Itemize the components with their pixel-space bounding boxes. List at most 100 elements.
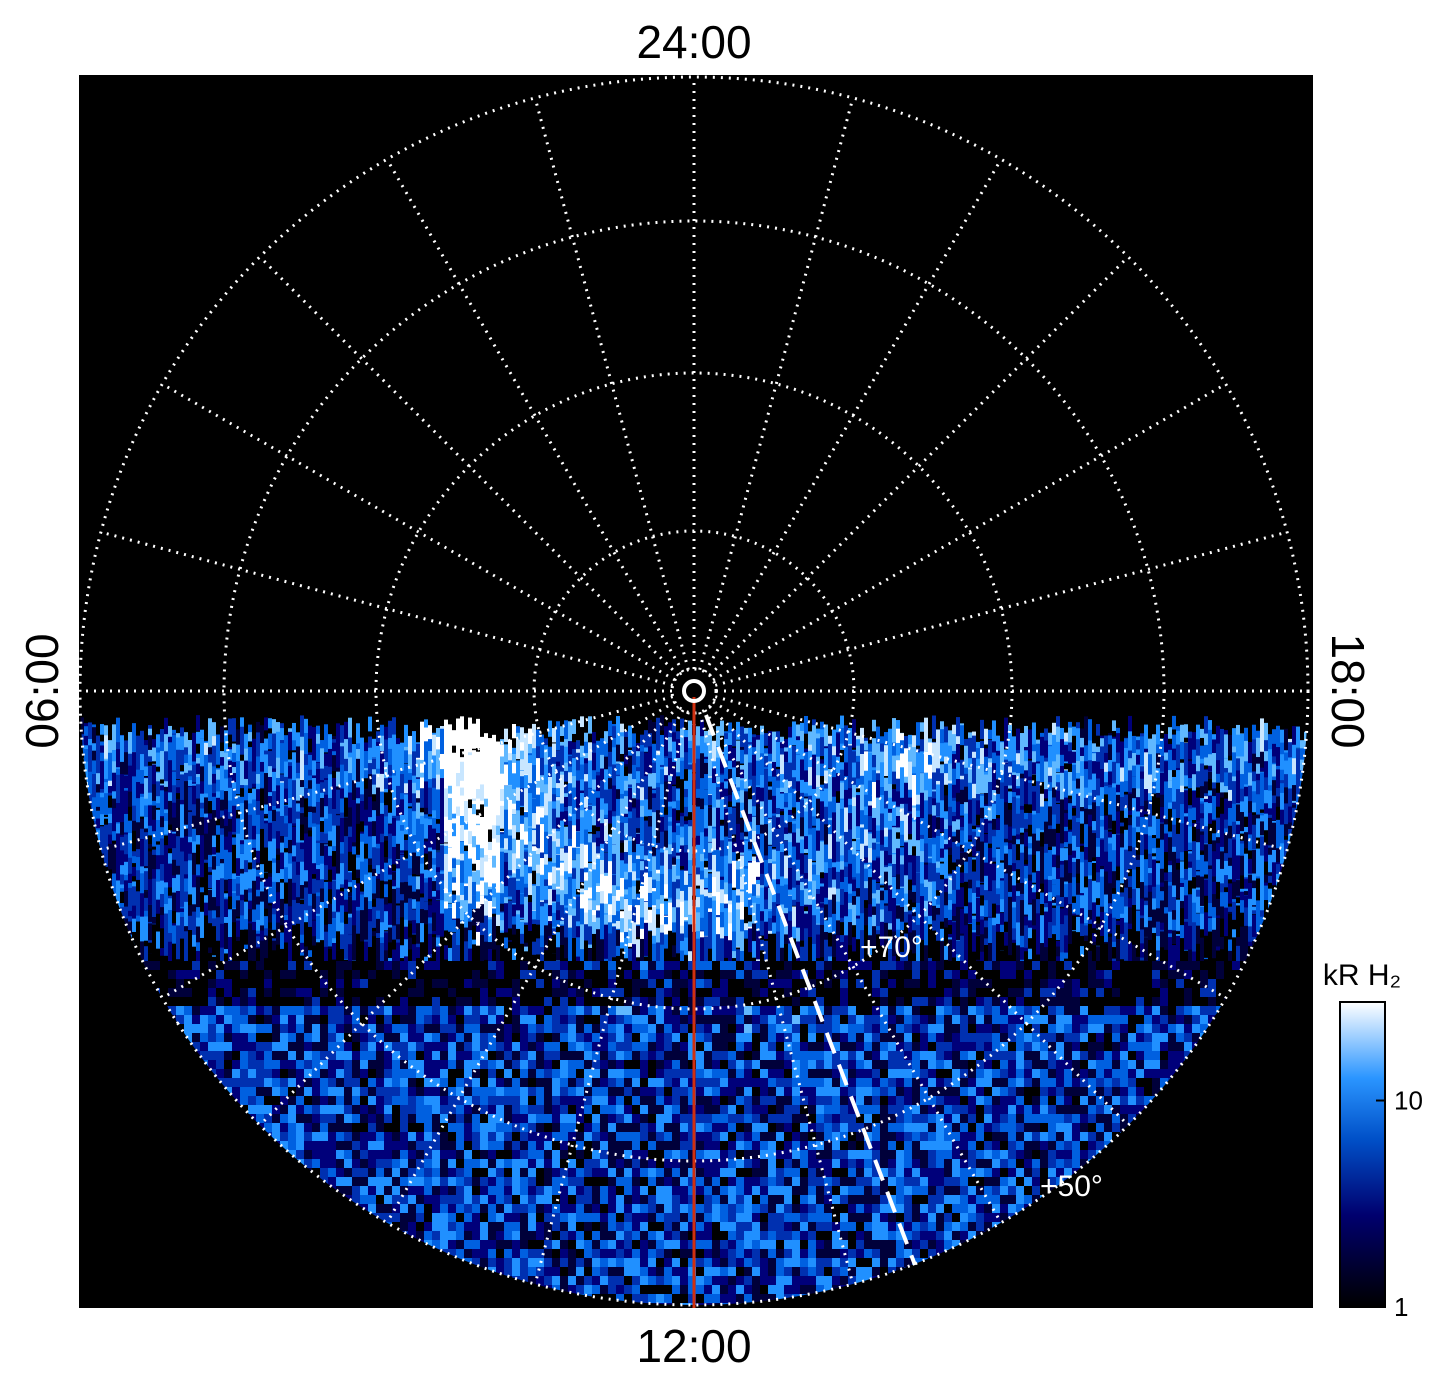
emission-pixel bbox=[984, 756, 988, 785]
emission-pixel bbox=[912, 855, 916, 884]
emission-pixel bbox=[1024, 832, 1028, 847]
emission-pixel bbox=[1032, 722, 1036, 752]
emission-pixel bbox=[1204, 802, 1208, 819]
emission-pixel bbox=[356, 758, 360, 788]
emission-pixel bbox=[1056, 803, 1060, 824]
emission-pixel bbox=[628, 840, 632, 856]
emission-pixel bbox=[1296, 753, 1300, 775]
emission-pixel bbox=[360, 771, 364, 802]
emission-pixel bbox=[640, 761, 644, 789]
emission-pixel bbox=[464, 860, 468, 886]
emission-pixel bbox=[524, 864, 528, 885]
emission-pixel bbox=[1084, 768, 1088, 805]
emission-pixel bbox=[656, 717, 660, 751]
emission-pixel bbox=[476, 733, 480, 749]
emission-pixel bbox=[292, 845, 296, 857]
emission-pixel bbox=[268, 860, 272, 874]
emission-pixel bbox=[1140, 736, 1144, 766]
emission-pixel bbox=[1256, 743, 1260, 774]
emission-pixel bbox=[748, 850, 752, 862]
emission-pixel bbox=[404, 724, 408, 747]
emission-pixel bbox=[864, 740, 868, 751]
emission-pixel bbox=[680, 779, 684, 798]
emission-pixel bbox=[916, 817, 920, 840]
emission-pixel bbox=[1192, 841, 1196, 853]
emission-pixel bbox=[568, 772, 572, 785]
emission-pixel bbox=[292, 796, 296, 824]
emission-pixel bbox=[1220, 797, 1224, 815]
emission-pixel bbox=[112, 777, 116, 790]
emission-pixel bbox=[944, 742, 948, 764]
emission-pixel bbox=[560, 820, 564, 848]
emission-pixel bbox=[280, 852, 284, 870]
emission-pixel bbox=[384, 726, 388, 748]
emission-pixel bbox=[588, 809, 592, 830]
emission-pixel bbox=[116, 774, 120, 812]
emission-pixel bbox=[132, 866, 136, 877]
emission-pixel bbox=[1240, 756, 1244, 777]
emission-pixel bbox=[516, 726, 520, 736]
emission-pixel bbox=[920, 739, 924, 756]
emission-pixel bbox=[492, 781, 496, 815]
emission-pixel bbox=[280, 782, 284, 805]
emission-pixel bbox=[344, 739, 348, 778]
emission-pixel bbox=[432, 734, 436, 756]
emission-pixel bbox=[1000, 798, 1004, 822]
emission-pixel bbox=[156, 734, 160, 752]
emission-pixel bbox=[356, 749, 360, 768]
emission-pixel bbox=[272, 754, 276, 769]
emission-pixel bbox=[676, 789, 680, 801]
emission-pixel bbox=[200, 738, 204, 760]
emission-pixel bbox=[308, 725, 312, 739]
emission-pixel bbox=[1192, 749, 1196, 764]
emission-pixel bbox=[1148, 853, 1152, 868]
emission-pixel bbox=[264, 717, 268, 731]
emission-pixel bbox=[312, 743, 316, 769]
emission-pixel bbox=[1052, 761, 1056, 783]
emission-pixel bbox=[636, 859, 640, 879]
emission-pixel bbox=[1236, 734, 1240, 772]
emission-pixel bbox=[1116, 763, 1120, 798]
emission-pixel bbox=[644, 730, 648, 748]
emission-pixel bbox=[736, 777, 740, 788]
emission-pixel bbox=[856, 745, 860, 763]
emission-pixel bbox=[100, 752, 104, 770]
emission-pixel bbox=[248, 747, 252, 767]
emission-pixel bbox=[516, 787, 520, 799]
emission-pixel bbox=[708, 852, 712, 870]
emission-pixel bbox=[588, 842, 592, 862]
emission-pixel bbox=[168, 742, 172, 773]
emission-pixel bbox=[1072, 784, 1076, 806]
emission-pixel bbox=[1152, 838, 1156, 849]
emission-pixel bbox=[252, 738, 256, 765]
emission-pixel bbox=[1016, 728, 1020, 759]
emission-pixel bbox=[168, 853, 172, 864]
emission-pixel bbox=[768, 786, 772, 818]
emission-pixel bbox=[1080, 823, 1084, 844]
emission-pixel bbox=[1144, 752, 1148, 789]
emission-pixel bbox=[1264, 740, 1268, 757]
emission-pixel bbox=[672, 786, 676, 807]
emission-pixel bbox=[948, 783, 952, 808]
emission-pixel bbox=[1184, 751, 1188, 769]
emission-pixel bbox=[1192, 790, 1196, 808]
emission-pixel bbox=[892, 761, 896, 773]
emission-pixel bbox=[1128, 778, 1132, 793]
emission-pixel bbox=[952, 800, 956, 812]
emission-pixel bbox=[1256, 794, 1260, 816]
emission-pixel bbox=[240, 766, 244, 786]
emission-pixel bbox=[492, 763, 496, 795]
emission-pixel bbox=[152, 869, 156, 881]
emission-pixel bbox=[724, 759, 728, 779]
emission-pixel bbox=[580, 779, 584, 791]
emission-pixel bbox=[324, 765, 328, 779]
emission-pixel bbox=[200, 729, 204, 739]
emission-pixel bbox=[260, 743, 264, 781]
emission-pixel bbox=[1048, 829, 1052, 848]
emission-pixel bbox=[416, 759, 420, 788]
emission-pixel bbox=[596, 747, 600, 774]
emission-pixel bbox=[512, 724, 516, 739]
emission-pixel bbox=[644, 788, 648, 802]
emission-pixel bbox=[828, 743, 832, 763]
emission-pixel bbox=[240, 726, 244, 755]
